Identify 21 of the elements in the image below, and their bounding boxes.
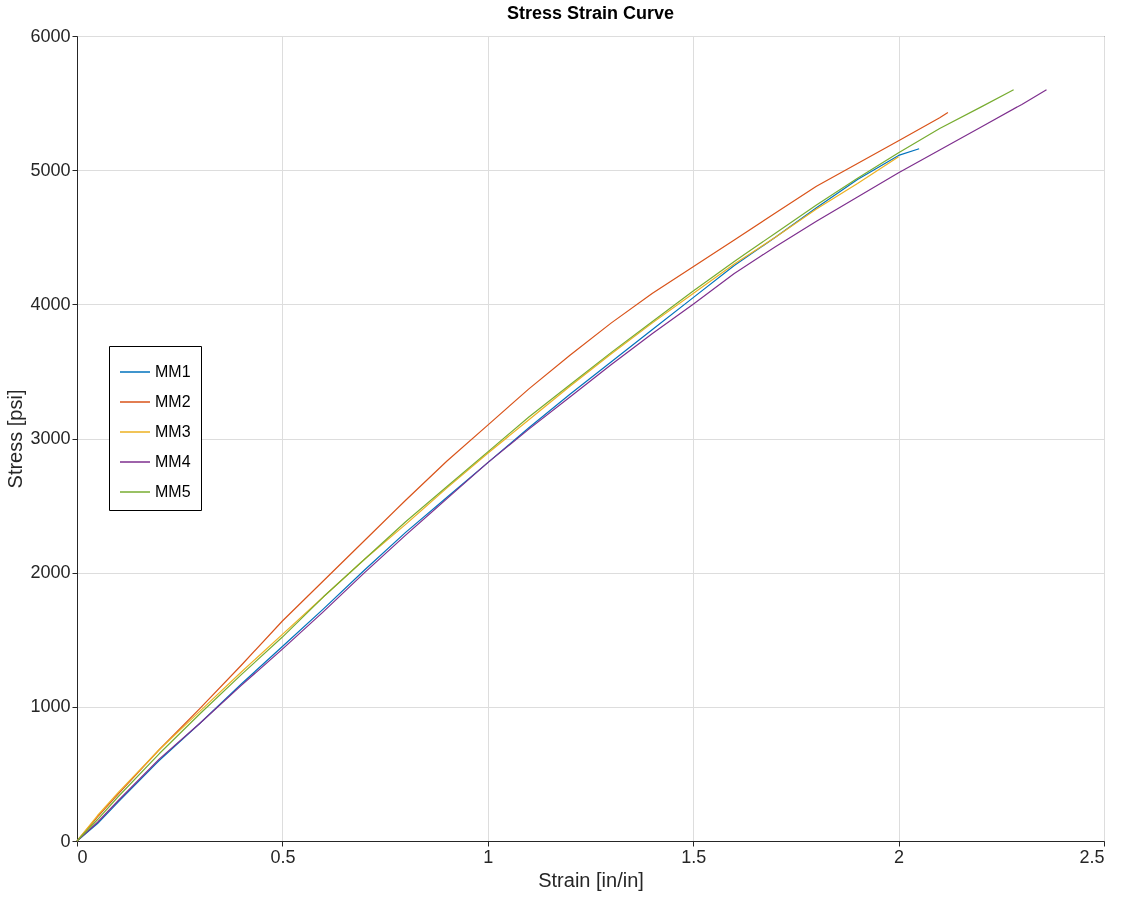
- y-tick-label: 4000: [30, 293, 71, 314]
- x-tick-label: 1.5: [681, 846, 707, 867]
- x-tick-label: 1: [483, 846, 494, 867]
- y-tick-label: 5000: [30, 159, 71, 180]
- legend-label: MM5: [155, 483, 191, 500]
- x-axis-title: Strain [in/in]: [538, 868, 644, 891]
- chart-title: Stress Strain Curve: [506, 3, 675, 23]
- x-tick-label: 0.5: [270, 846, 296, 867]
- x-tick-label: 2.5: [1079, 846, 1105, 867]
- legend-label: MM1: [155, 363, 191, 380]
- y-tick-label: 0: [60, 830, 71, 851]
- x-tick-label: 0: [77, 846, 88, 867]
- legend-label: MM3: [155, 423, 191, 440]
- y-tick-label: 6000: [30, 25, 71, 46]
- legend-label: MM4: [155, 453, 191, 470]
- y-tick-label: 2000: [30, 562, 71, 583]
- y-tick-label: 1000: [30, 696, 71, 717]
- y-tick-label: 3000: [30, 428, 71, 448]
- y-axis-title: Stress [psi]: [4, 389, 27, 489]
- x-tick-label: 2: [894, 846, 905, 867]
- legend-label: MM2: [155, 393, 191, 410]
